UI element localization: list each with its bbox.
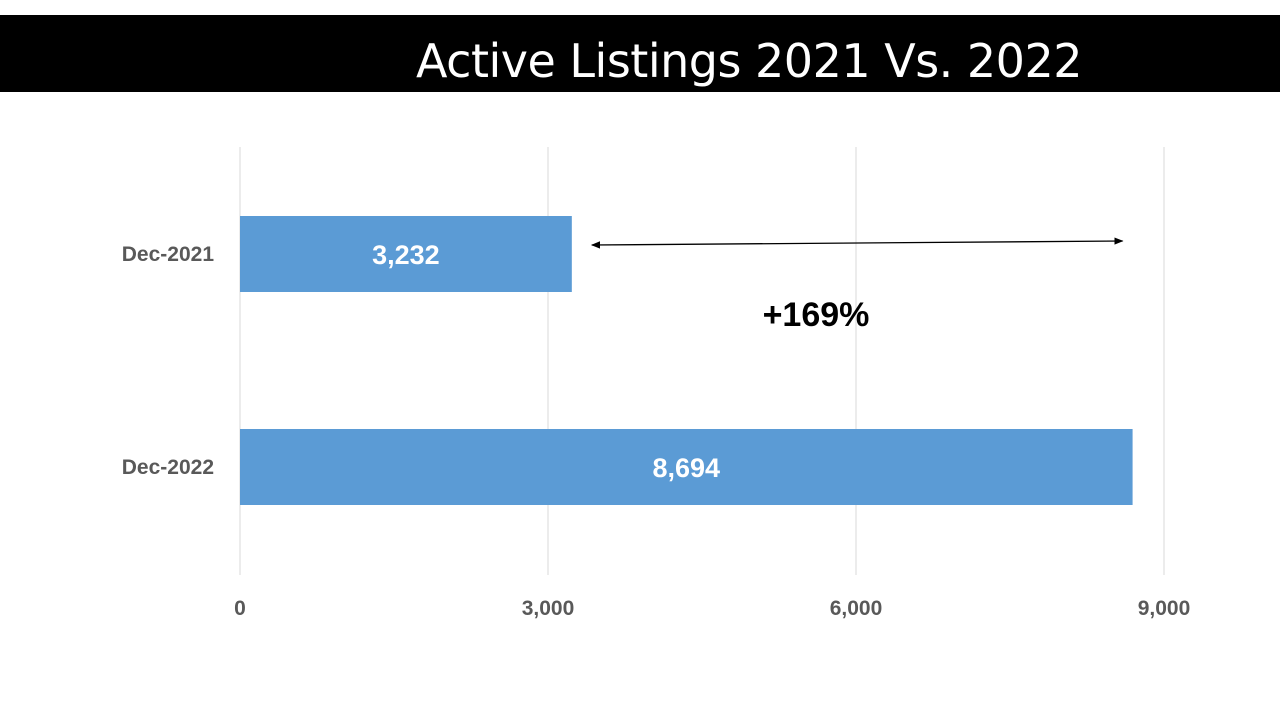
gridlines <box>239 147 1165 575</box>
title-band <box>0 15 1280 92</box>
category-labels: Dec-2021 Dec-2022 <box>122 243 215 479</box>
category-label-dec-2022: Dec-2022 <box>122 456 214 479</box>
bar-dec-2021 <box>240 216 572 292</box>
x-tick-label-3: 9,000 <box>1138 597 1191 620</box>
category-label-dec-2021: Dec-2021 <box>122 243 215 266</box>
x-axis-tick-labels: 0 3,000 6,000 9,000 <box>234 597 1190 620</box>
bar-dec-2022 <box>240 429 1133 505</box>
change-arrow <box>590 237 1124 249</box>
slide-title: Active Listings 2021 Vs. 2022 <box>416 34 1082 88</box>
bars: 3,232 8,694 <box>240 216 1133 505</box>
percent-change-annotation: +169% <box>763 296 870 334</box>
x-tick-label-0: 0 <box>234 597 246 620</box>
x-tick-label-1: 3,000 <box>522 597 575 620</box>
data-label-dec-2021: 3,232 <box>372 240 440 270</box>
annotation-group: +169% <box>590 237 1124 334</box>
x-tick-label-2: 6,000 <box>830 597 883 620</box>
data-label-dec-2022: 8,694 <box>653 453 721 483</box>
